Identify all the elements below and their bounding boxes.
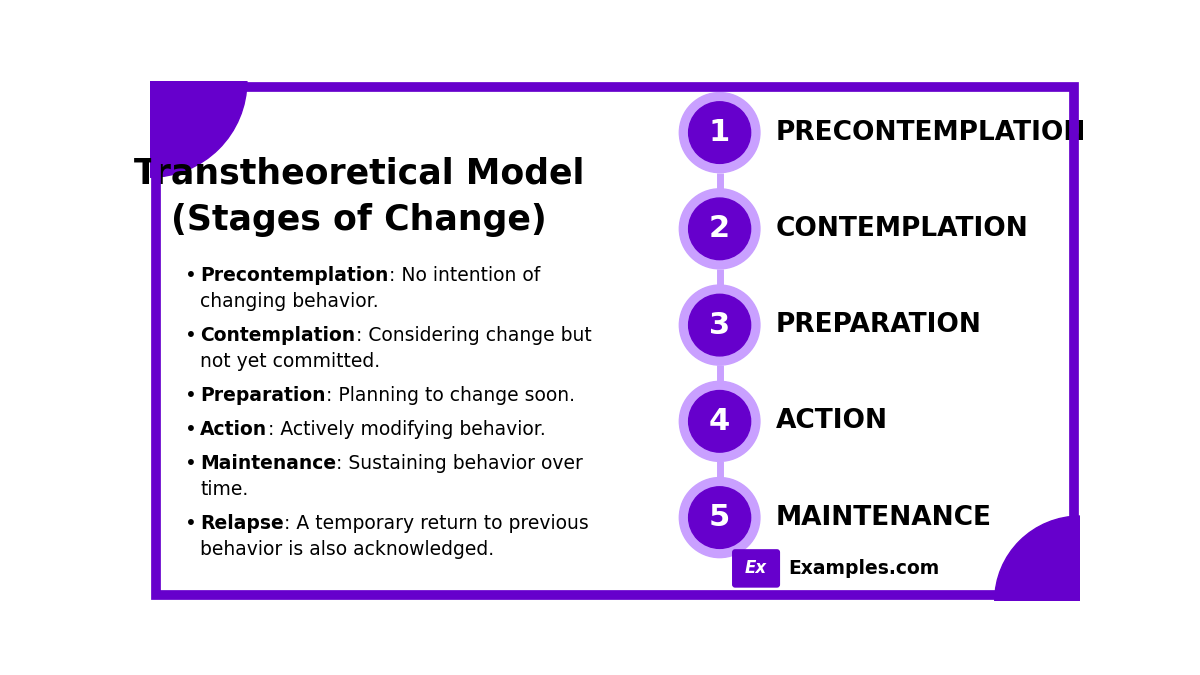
Text: Examples.com: Examples.com bbox=[788, 559, 940, 578]
Circle shape bbox=[689, 487, 751, 548]
Text: 1: 1 bbox=[709, 118, 731, 147]
Text: Preparation: Preparation bbox=[200, 386, 326, 405]
Text: changing behavior.: changing behavior. bbox=[200, 292, 379, 311]
Circle shape bbox=[689, 294, 751, 356]
Text: •: • bbox=[185, 454, 197, 472]
Text: 3: 3 bbox=[709, 310, 730, 340]
Circle shape bbox=[689, 391, 751, 452]
Circle shape bbox=[679, 477, 760, 558]
Text: Relapse: Relapse bbox=[200, 514, 284, 533]
Text: 5: 5 bbox=[709, 503, 731, 532]
Text: Contemplation: Contemplation bbox=[200, 326, 355, 345]
Text: not yet committed.: not yet committed. bbox=[200, 352, 380, 371]
Text: : Actively modifying behavior.: : Actively modifying behavior. bbox=[268, 420, 545, 439]
FancyBboxPatch shape bbox=[732, 549, 780, 588]
Text: Action: Action bbox=[200, 420, 268, 439]
Text: : Considering change but: : Considering change but bbox=[355, 326, 592, 345]
Text: MAINTENANCE: MAINTENANCE bbox=[775, 505, 991, 531]
Text: •: • bbox=[185, 514, 197, 533]
Text: behavior is also acknowledged.: behavior is also acknowledged. bbox=[200, 540, 494, 559]
Text: CONTEMPLATION: CONTEMPLATION bbox=[775, 216, 1028, 242]
Text: Transtheoretical Model: Transtheoretical Model bbox=[134, 157, 584, 190]
Circle shape bbox=[679, 189, 760, 269]
Text: •: • bbox=[185, 420, 197, 439]
Circle shape bbox=[679, 285, 760, 365]
Text: PRECONTEMPLATION: PRECONTEMPLATION bbox=[775, 119, 1086, 146]
Text: •: • bbox=[185, 386, 197, 405]
Text: PREPARATION: PREPARATION bbox=[775, 312, 982, 338]
Circle shape bbox=[995, 516, 1165, 675]
Text: time.: time. bbox=[200, 480, 248, 499]
Text: •: • bbox=[185, 266, 197, 285]
Circle shape bbox=[679, 381, 760, 462]
Text: : Sustaining behavior over: : Sustaining behavior over bbox=[336, 454, 583, 472]
Text: ACTION: ACTION bbox=[775, 408, 888, 434]
Text: : Planning to change soon.: : Planning to change soon. bbox=[326, 386, 575, 405]
Text: Ex: Ex bbox=[745, 560, 767, 577]
Circle shape bbox=[53, 0, 247, 178]
Text: (Stages of Change): (Stages of Change) bbox=[172, 202, 547, 237]
Text: : A temporary return to previous: : A temporary return to previous bbox=[284, 514, 589, 533]
Circle shape bbox=[689, 102, 751, 163]
Text: Precontemplation: Precontemplation bbox=[200, 266, 389, 285]
Circle shape bbox=[679, 92, 760, 173]
Text: 2: 2 bbox=[709, 215, 730, 244]
Text: 4: 4 bbox=[709, 407, 731, 436]
Text: Maintenance: Maintenance bbox=[200, 454, 336, 472]
Text: •: • bbox=[185, 326, 197, 345]
Circle shape bbox=[689, 198, 751, 260]
Text: : No intention of: : No intention of bbox=[389, 266, 540, 285]
